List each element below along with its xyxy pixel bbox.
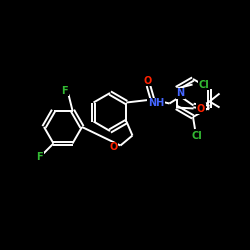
Text: O: O: [143, 76, 152, 86]
Text: N: N: [176, 88, 184, 99]
Text: Cl: Cl: [198, 80, 209, 90]
Text: NH: NH: [148, 98, 164, 108]
Text: F: F: [61, 86, 68, 96]
Text: O: O: [196, 104, 205, 114]
Text: Cl: Cl: [192, 131, 202, 141]
Text: O: O: [109, 142, 118, 152]
Text: F: F: [36, 152, 43, 162]
